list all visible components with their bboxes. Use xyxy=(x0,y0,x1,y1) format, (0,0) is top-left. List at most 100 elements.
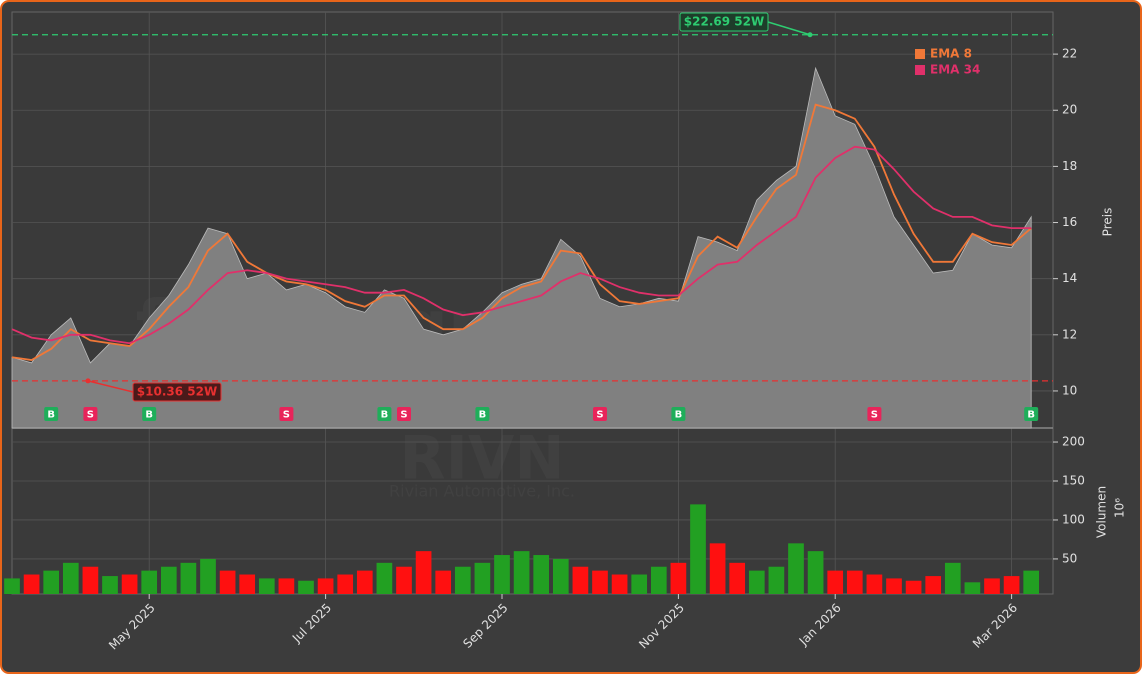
annotation-box xyxy=(679,12,769,32)
signal-label: B xyxy=(675,410,683,421)
volume-bar xyxy=(964,582,981,594)
volume-bar xyxy=(729,562,746,594)
volume-bar xyxy=(141,570,158,594)
ema-line xyxy=(11,103,1032,362)
volume-bar xyxy=(650,566,667,594)
watermark-company: Rivian Automotive, Inc. xyxy=(389,482,575,501)
volume-bar xyxy=(670,562,687,594)
volume-bar xyxy=(572,566,589,594)
y-tick-label: 150 xyxy=(1062,473,1085,487)
volume-bar xyxy=(788,543,804,594)
signal-badge xyxy=(279,407,294,421)
volume-bar xyxy=(748,570,765,594)
annotation-label: $10.36 52W xyxy=(137,385,217,399)
volume-bar xyxy=(611,574,628,594)
volume-bar xyxy=(827,570,844,594)
signal-label: B xyxy=(479,410,487,421)
legend-swatch xyxy=(915,49,925,59)
price-area xyxy=(11,66,1032,429)
volume-bar xyxy=(298,580,314,594)
y-tick-label: 10 xyxy=(1062,383,1077,397)
signal-badge xyxy=(867,407,882,421)
y-tick-label: 100 xyxy=(1062,512,1085,526)
volume-bar xyxy=(239,574,256,594)
volume-bar xyxy=(396,566,412,594)
volume-bar xyxy=(454,566,471,594)
volume-bar xyxy=(317,578,334,594)
signal-badge xyxy=(44,407,59,421)
annotation-arrow xyxy=(767,21,811,36)
volume-bar xyxy=(905,580,922,594)
signal-label: B xyxy=(47,410,55,421)
volume-bar xyxy=(356,570,373,594)
signal-badge xyxy=(377,407,392,421)
y-tick-label: 14 xyxy=(1062,271,1077,285)
y-axis-label: Preis xyxy=(1101,208,1115,237)
signal-label: S xyxy=(400,410,407,421)
volume-bar xyxy=(258,578,275,594)
legend-label: EMA 8 xyxy=(930,47,972,61)
signal-badge xyxy=(83,407,98,421)
y-tick-label: 22 xyxy=(1062,47,1077,61)
volume-bar xyxy=(513,551,530,594)
volume-bar xyxy=(925,576,942,594)
volume-bar xyxy=(23,574,40,594)
ema-line xyxy=(11,145,1032,345)
y-tick-label: 16 xyxy=(1062,215,1077,229)
signal-label: S xyxy=(87,410,94,421)
volume-bar xyxy=(415,551,432,594)
arrow-head xyxy=(85,378,91,384)
volume-bar xyxy=(709,543,726,594)
y-axis-label: Volumen xyxy=(1095,486,1109,538)
signal-badge xyxy=(671,407,686,421)
volume-bar xyxy=(62,562,79,594)
volume-bar xyxy=(631,574,648,594)
volume-bar xyxy=(43,570,60,594)
signal-badge xyxy=(593,407,607,421)
watermark-ticker: RIVN xyxy=(399,424,564,494)
volume-bar xyxy=(1003,576,1020,594)
volume-bar xyxy=(886,578,902,594)
y-axis-unit: 10⁶ xyxy=(1113,498,1127,518)
volume-bar xyxy=(337,574,354,594)
legend-swatch xyxy=(915,65,925,75)
annotation-box xyxy=(132,382,222,402)
signal-label: B xyxy=(1027,410,1035,421)
volume-bar xyxy=(180,562,197,594)
volume-bar xyxy=(474,562,491,594)
volume-bar xyxy=(846,570,863,594)
y-tick-label: 50 xyxy=(1062,551,1077,565)
signal-badge xyxy=(142,407,157,421)
signal-badge xyxy=(1024,407,1039,421)
volume-bar xyxy=(219,570,236,594)
volume-bar xyxy=(984,578,1000,594)
volume-bar xyxy=(160,566,177,594)
volume-bar xyxy=(121,574,138,594)
y-tick-label: 18 xyxy=(1062,159,1077,173)
volume-bar xyxy=(82,566,99,594)
volume-bar xyxy=(944,562,961,594)
volume-bar xyxy=(690,504,706,594)
volume-bar xyxy=(1023,570,1040,594)
volume-bar xyxy=(866,574,883,594)
volume-bar xyxy=(592,570,608,594)
signal-label: B xyxy=(381,410,389,421)
volume-bar xyxy=(278,578,295,594)
legend-label: EMA 34 xyxy=(930,63,980,77)
volume-bar xyxy=(102,576,118,594)
signal-badge xyxy=(475,407,490,421)
annotation-arrow xyxy=(87,380,134,393)
signal-label: S xyxy=(871,410,878,421)
signal-label: B xyxy=(145,410,153,421)
volume-bar xyxy=(533,555,550,594)
volume-bar xyxy=(200,558,216,594)
volume-bar xyxy=(768,566,785,594)
annotation-label: $22.69 52W xyxy=(684,15,764,29)
y-tick-label: 200 xyxy=(1062,435,1085,449)
arrow-head xyxy=(807,32,813,38)
signal-label: S xyxy=(596,410,603,421)
volume-bar xyxy=(376,562,393,594)
volume-bar xyxy=(494,555,510,594)
volume-bar xyxy=(4,578,20,594)
